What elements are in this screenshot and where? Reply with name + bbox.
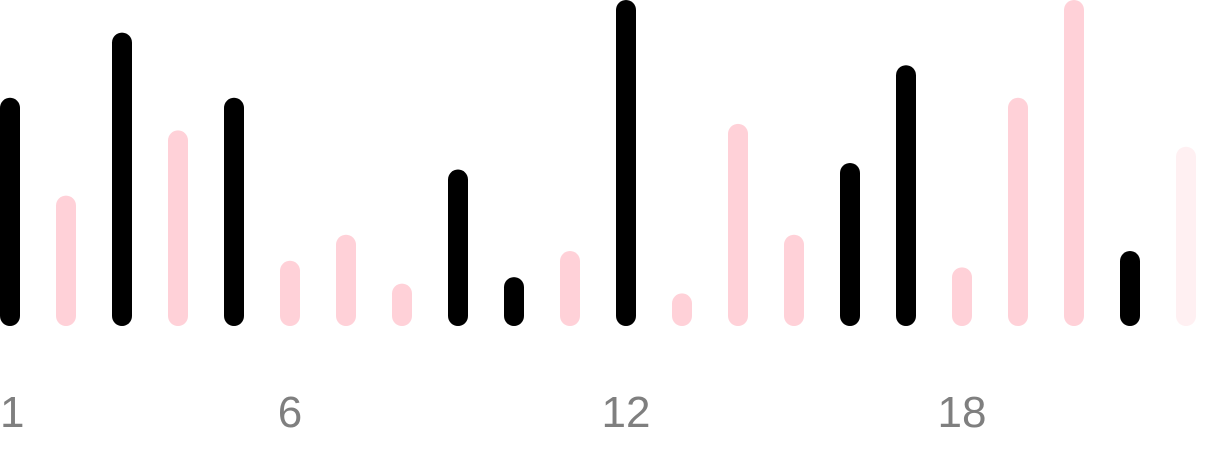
bar-19 bbox=[1008, 97, 1028, 326]
bar-10 bbox=[504, 277, 524, 326]
bar-21 bbox=[1120, 251, 1140, 326]
x-axis-ticks: 1 6 12 18 bbox=[0, 388, 986, 437]
bar-20 bbox=[1064, 0, 1084, 326]
x-tick-label-1: 1 bbox=[0, 388, 24, 437]
x-tick-label-18: 18 bbox=[938, 388, 987, 437]
bar-2 bbox=[56, 195, 76, 326]
bar-4 bbox=[168, 130, 188, 326]
bar-8 bbox=[392, 283, 412, 326]
bar-16 bbox=[840, 163, 860, 326]
bar-12 bbox=[616, 0, 636, 326]
bar-13 bbox=[672, 293, 692, 326]
bar-5 bbox=[224, 97, 244, 326]
x-tick-label-12: 12 bbox=[602, 388, 651, 437]
bar-14 bbox=[728, 123, 748, 326]
bar-17 bbox=[896, 65, 916, 326]
bar-3 bbox=[112, 32, 132, 326]
x-tick-label-6: 6 bbox=[278, 388, 302, 437]
bar-7 bbox=[336, 234, 356, 326]
bar-22 bbox=[1176, 146, 1196, 326]
bar-9 bbox=[448, 169, 468, 326]
bar-6 bbox=[280, 260, 300, 326]
bars-group bbox=[0, 0, 1196, 326]
bar-11 bbox=[560, 251, 580, 326]
bar-1 bbox=[0, 97, 20, 326]
bar-15 bbox=[784, 234, 804, 326]
bar-18 bbox=[952, 267, 972, 326]
